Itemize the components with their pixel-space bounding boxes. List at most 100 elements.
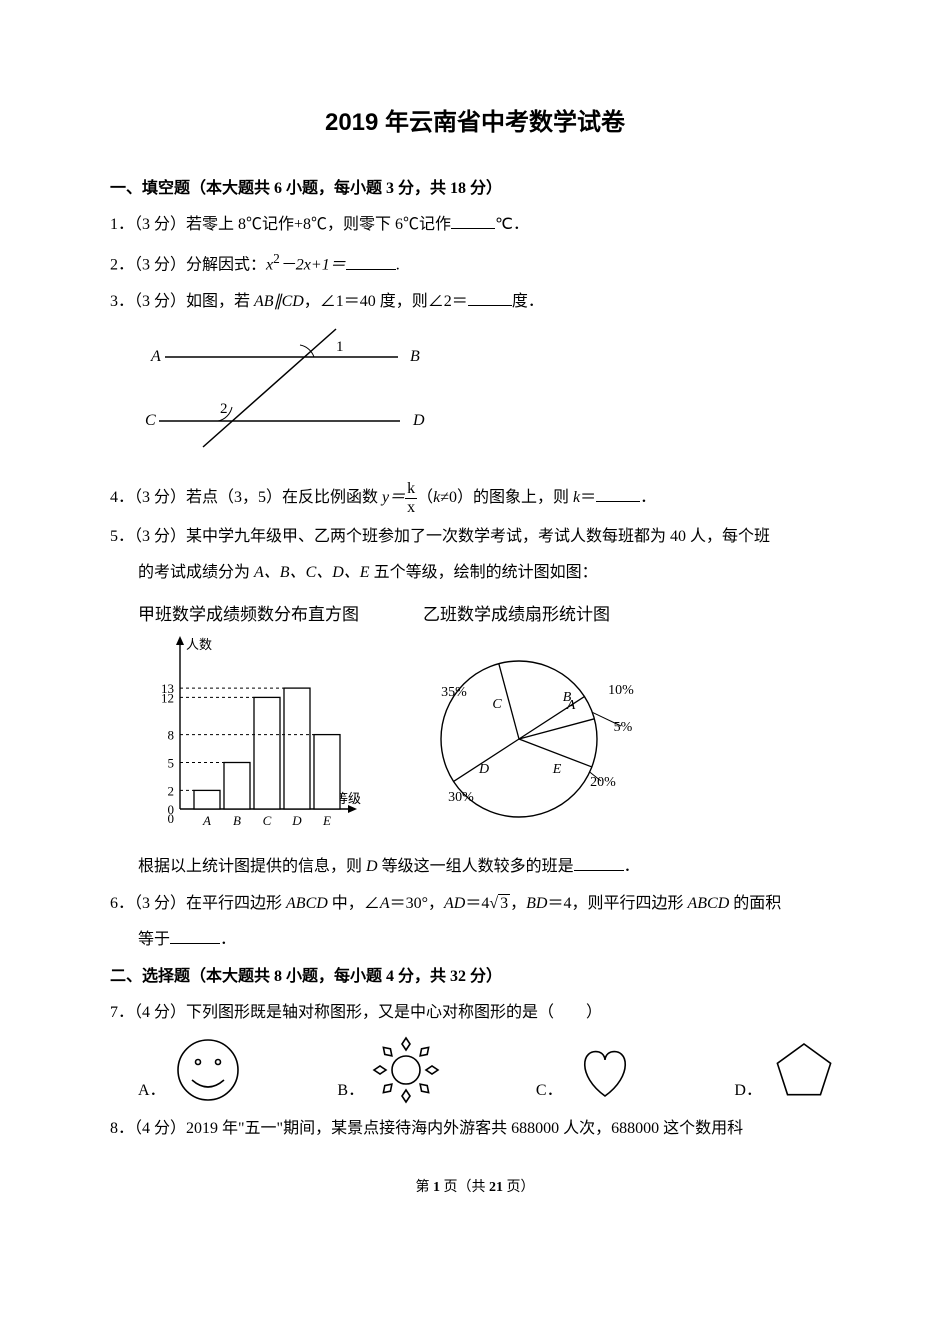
q6-sqrt: 3 (498, 894, 510, 912)
footer-total: 21 (489, 1180, 503, 1195)
q6-blank (170, 928, 220, 944)
q5-l3a: 根据以上统计图提供的信息，则 (138, 858, 366, 875)
bar-chart-wrapper: 甲班数学成绩频数分布直方图 人数等级02581213ABCDE0 (138, 599, 373, 843)
q2-blank (346, 254, 396, 270)
svg-text:A: A (150, 348, 161, 365)
smiley-icon (172, 1034, 244, 1106)
svg-text:5%: 5% (614, 720, 633, 735)
q6-line2: 等于． (110, 925, 840, 955)
heart-icon (569, 1034, 641, 1106)
q6-c: 中，∠ (328, 895, 380, 912)
q6-i: BD (526, 895, 547, 912)
sqrt-icon: 3 (489, 889, 510, 919)
svg-text:13: 13 (161, 681, 174, 696)
pie-chart-wrapper: 乙班数学成绩扇形统计图 A5%B10%C35%D30%E20% (399, 599, 654, 843)
q5-line2: 的考试成绩分为 A、B、C、D、E 五个等级，绘制的统计图如图： (110, 558, 840, 588)
q4-a: 4．（3 分）若点（3，5）在反比例函数 (110, 489, 382, 506)
svg-text:C: C (263, 813, 272, 828)
page-footer: 第 1 页（共 21 页） (110, 1175, 840, 1202)
q8: 8．（4 分）2019 年"五一"期间，某景点接待海内外游客共 688000 人… (110, 1114, 840, 1144)
q6-d: A (380, 895, 390, 912)
svg-text:D: D (412, 412, 425, 429)
q1-suffix: ℃． (495, 216, 529, 233)
q4-y: y＝ (382, 489, 405, 506)
footer-mid: 页（共 (440, 1180, 489, 1195)
q6-e: ＝30°， (390, 895, 444, 912)
q3-blank (468, 290, 512, 306)
q1-blank (451, 213, 495, 229)
choice-A: A． (138, 1034, 244, 1106)
pie-chart-title: 乙班数学成绩扇形统计图 (423, 599, 654, 631)
q4-blank (596, 486, 640, 502)
q6-k: ABCD (687, 895, 729, 912)
q3-a: 3．（3 分）如图，若 (110, 293, 254, 310)
choice-D: D． (734, 1034, 840, 1106)
q4-d: ＝ (580, 489, 596, 506)
section1-header: 一、填空题（本大题共 6 小题，每小题 3 分，共 18 分） (110, 174, 840, 204)
q4-fraction: kx (405, 481, 417, 516)
q3-b: AB∥CD (254, 293, 304, 310)
q2: 2．（3 分）分解因式：x2－2x+1＝. (110, 246, 840, 281)
q6-l: 的面积 (729, 895, 781, 912)
section2-header: 二、选择题（本大题共 8 小题，每小题 4 分，共 32 分） (110, 962, 840, 992)
q6-f: AD (444, 895, 465, 912)
svg-text:2: 2 (168, 783, 175, 798)
q5-line1: 5．（3 分）某中学九年级甲、乙两个班参加了一次数学考试，考试人数每班都为 40… (110, 522, 840, 552)
svg-text:B: B (233, 813, 241, 828)
q4-c: ≠0）的图象上，则 (440, 489, 573, 506)
choice-C: C． (536, 1034, 641, 1106)
footer-suffix: 页） (503, 1180, 535, 1195)
q2-suffix: . (396, 257, 400, 274)
svg-text:D: D (478, 762, 489, 777)
svg-text:35%: 35% (441, 685, 467, 700)
q2-sup: 2 (273, 251, 280, 266)
q3-figure: ABCD12 (138, 327, 840, 466)
q4-suffix: ． (640, 489, 656, 506)
q5-l3b: D (366, 858, 378, 875)
bar-chart-title: 甲班数学成绩频数分布直方图 (138, 599, 373, 631)
svg-text:30%: 30% (448, 790, 474, 805)
q4: 4．（3 分）若点（3，5）在反比例函数 y＝kx（k≠0）的图象上，则 k＝． (110, 481, 840, 516)
bar-chart: 人数等级02581213ABCDE0 (138, 631, 373, 831)
q1: 1．（3 分）若零上 8℃记作+8℃，则零下 6℃记作℃． (110, 210, 840, 240)
q5-l2b: A、B、C、D、E (254, 564, 370, 581)
q5-line3: 根据以上统计图提供的信息，则 D 等级这一组人数较多的班是 ． (110, 852, 840, 882)
exam-title: 2019 年云南省中考数学试卷 (110, 100, 840, 146)
footer-prefix: 第 (416, 1180, 434, 1195)
q3: 3．（3 分）如图，若 AB∥CD，∠1＝40 度，则∠2＝度． (110, 287, 840, 317)
svg-text:人数: 人数 (186, 637, 212, 652)
choice-C-label: C． (536, 1076, 563, 1106)
pie-chart: A5%B10%C35%D30%E20% (399, 631, 654, 831)
q6-l2: 等于 (138, 931, 170, 948)
q3-suffix: 度． (512, 293, 544, 310)
q7-choices: A． B． C． D． (110, 1034, 840, 1106)
q6-b: ABCD (286, 895, 328, 912)
svg-text:5: 5 (168, 755, 175, 770)
q5-charts: 甲班数学成绩频数分布直方图 人数等级02581213ABCDE0 乙班数学成绩扇… (138, 599, 840, 843)
choice-D-label: D． (734, 1076, 762, 1106)
choice-B-label: B． (337, 1076, 364, 1106)
q2-prefix: 2．（3 分）分解因式： (110, 257, 266, 274)
q6-h: ， (510, 895, 526, 912)
svg-text:8: 8 (168, 728, 175, 743)
svg-text:0: 0 (168, 811, 175, 826)
q6: 6．（3 分）在平行四边形 ABCD 中，∠A＝30°，AD＝43，BD＝4，则… (110, 889, 840, 919)
choice-A-label: A． (138, 1076, 166, 1106)
svg-text:C: C (492, 697, 502, 712)
q2-rest: －2x+1＝ (280, 257, 346, 274)
parallel-lines-diagram: ABCD12 (138, 327, 428, 455)
choice-B: B． (337, 1034, 442, 1106)
svg-text:A: A (202, 813, 211, 828)
q5-suffix: ． (624, 858, 640, 875)
svg-text:D: D (291, 813, 302, 828)
svg-text:20%: 20% (590, 775, 616, 790)
svg-text:C: C (145, 412, 156, 429)
svg-text:B: B (563, 690, 572, 705)
sun-icon (370, 1034, 442, 1106)
svg-text:10%: 10% (608, 683, 634, 698)
q5-l3c: 等级这一组人数较多的班是 (378, 858, 574, 875)
footer-page: 1 (433, 1180, 440, 1195)
q4-frac-num: k (405, 481, 417, 499)
q6-j: ＝4，则平行四边形 (547, 895, 687, 912)
q4-frac-den: x (405, 499, 417, 516)
